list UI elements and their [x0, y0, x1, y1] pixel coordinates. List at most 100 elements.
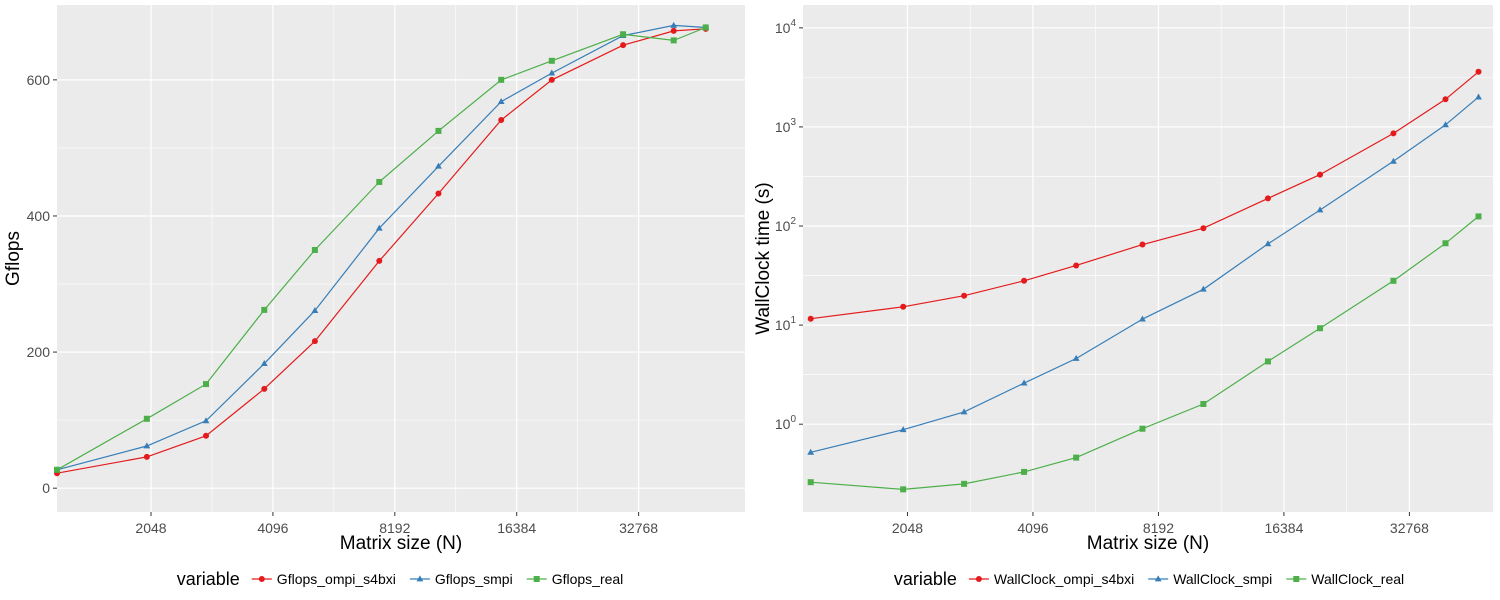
data-point: [1072, 354, 1080, 361]
plot-background: [57, 5, 745, 512]
y-tick-label: 103: [775, 117, 797, 135]
legend-item: WallClock_ompi_s4bxi: [968, 571, 1134, 587]
series-WallClock_ompi_s4bxi: [807, 68, 1482, 322]
data-point: [900, 303, 907, 310]
data-point: [961, 480, 968, 487]
data-point: [311, 246, 318, 253]
legend-title: variable: [177, 569, 240, 589]
legend-key-marker: [416, 575, 424, 582]
y-axis-title: Gflops: [3, 231, 24, 286]
x-tick-label: 4096: [1017, 520, 1048, 536]
data-point: [548, 69, 556, 76]
series-line: [810, 71, 1479, 320]
data-point: [376, 178, 383, 185]
data-point: [497, 98, 505, 105]
data-point: [900, 486, 907, 493]
x-axis-title: Matrix size (N): [1087, 533, 1209, 554]
data-point: [143, 415, 150, 422]
chart-panel-2: 2048 4096 8192 16384 32768 100 101 102 103 104 Mat…: [753, 5, 1493, 589]
data-point: [670, 27, 677, 34]
data-point: [1264, 195, 1271, 202]
y-tick-label: 100: [775, 414, 797, 432]
data-point: [1139, 315, 1146, 322]
legend-item: Gflops_ompi_s4bxi: [251, 571, 396, 587]
legend-key-marker: [258, 576, 265, 582]
legend-label: WallClock_ompi_s4bxi: [994, 571, 1134, 587]
data-point: [1390, 157, 1397, 164]
series-WallClock_smpi: [807, 93, 1482, 455]
data-point: [1442, 121, 1449, 128]
data-point: [1020, 379, 1028, 386]
y-tick-label: 400: [27, 208, 51, 224]
data-point: [620, 42, 627, 49]
series-line: [810, 96, 1479, 453]
data-point: [1021, 277, 1028, 284]
data-point: [1200, 400, 1207, 407]
legend-key-marker: [533, 576, 540, 582]
data-point: [807, 315, 814, 322]
data-point: [1317, 325, 1324, 332]
data-point: [548, 76, 555, 83]
data-point: [1390, 130, 1397, 137]
data-point: [1073, 262, 1080, 269]
data-point: [435, 127, 442, 134]
data-point: [435, 162, 442, 169]
legend-item: WallClock_real: [1286, 571, 1404, 587]
data-point: [1264, 240, 1272, 247]
series-line: [810, 215, 1479, 491]
x-axis-title: Matrix size (N): [340, 533, 462, 554]
x-tick-label: 32768: [619, 520, 658, 536]
data-point: [54, 466, 60, 473]
data-point: [376, 257, 383, 264]
plot-background: [803, 5, 1493, 512]
data-point: [311, 338, 318, 345]
legend-key-marker: [1293, 576, 1300, 582]
x-tick-label: 4096: [257, 520, 288, 536]
data-point: [899, 426, 907, 433]
data-point: [1475, 213, 1482, 220]
y-tick-label: 102: [775, 216, 797, 234]
data-point: [960, 408, 968, 415]
data-point: [202, 417, 210, 424]
legend-label: Gflops_real: [552, 571, 624, 587]
legend-label: Gflops_ompi_s4bxi: [277, 571, 396, 587]
data-point: [670, 21, 678, 28]
legend-item: WallClock_smpi: [1148, 571, 1272, 587]
y-axis-title: WallClock time (s): [753, 182, 774, 334]
legend: variable WallClock_ompi_s4bxi WallClock_sm…: [894, 569, 1404, 589]
x-tick-label: 32768: [1390, 520, 1429, 536]
data-point: [1475, 93, 1482, 100]
data-point: [1317, 171, 1324, 178]
series-line: [56, 24, 706, 471]
y-tick-label: 101: [775, 315, 797, 333]
data-point: [548, 57, 555, 64]
x-tick-label: 8192: [1143, 520, 1174, 536]
data-point: [1139, 241, 1146, 248]
x-tick-label: 2048: [135, 520, 166, 536]
data-point: [1316, 206, 1324, 213]
data-point: [498, 117, 505, 124]
data-point: [670, 37, 677, 44]
x-tick-label: 16384: [497, 520, 536, 536]
data-point: [1264, 358, 1271, 365]
data-point: [435, 190, 442, 197]
legend-label: WallClock_real: [1311, 571, 1404, 587]
data-point: [1475, 68, 1482, 75]
series-line: [56, 26, 707, 471]
legend-item: Gflops_smpi: [409, 571, 513, 587]
y-tick-label: 0: [42, 480, 50, 496]
data-point: [702, 24, 709, 31]
legend-label: WallClock_smpi: [1173, 571, 1272, 587]
data-point: [260, 360, 268, 367]
data-point: [203, 381, 210, 388]
data-point: [807, 448, 815, 455]
data-point: [807, 479, 814, 486]
data-point: [1442, 240, 1449, 247]
legend-item: Gflops_real: [526, 571, 624, 587]
data-point: [498, 76, 505, 83]
data-point: [143, 453, 150, 460]
x-tick-label: 8192: [379, 520, 410, 536]
x-tick-label: 2048: [892, 520, 923, 536]
data-point: [1139, 425, 1146, 432]
